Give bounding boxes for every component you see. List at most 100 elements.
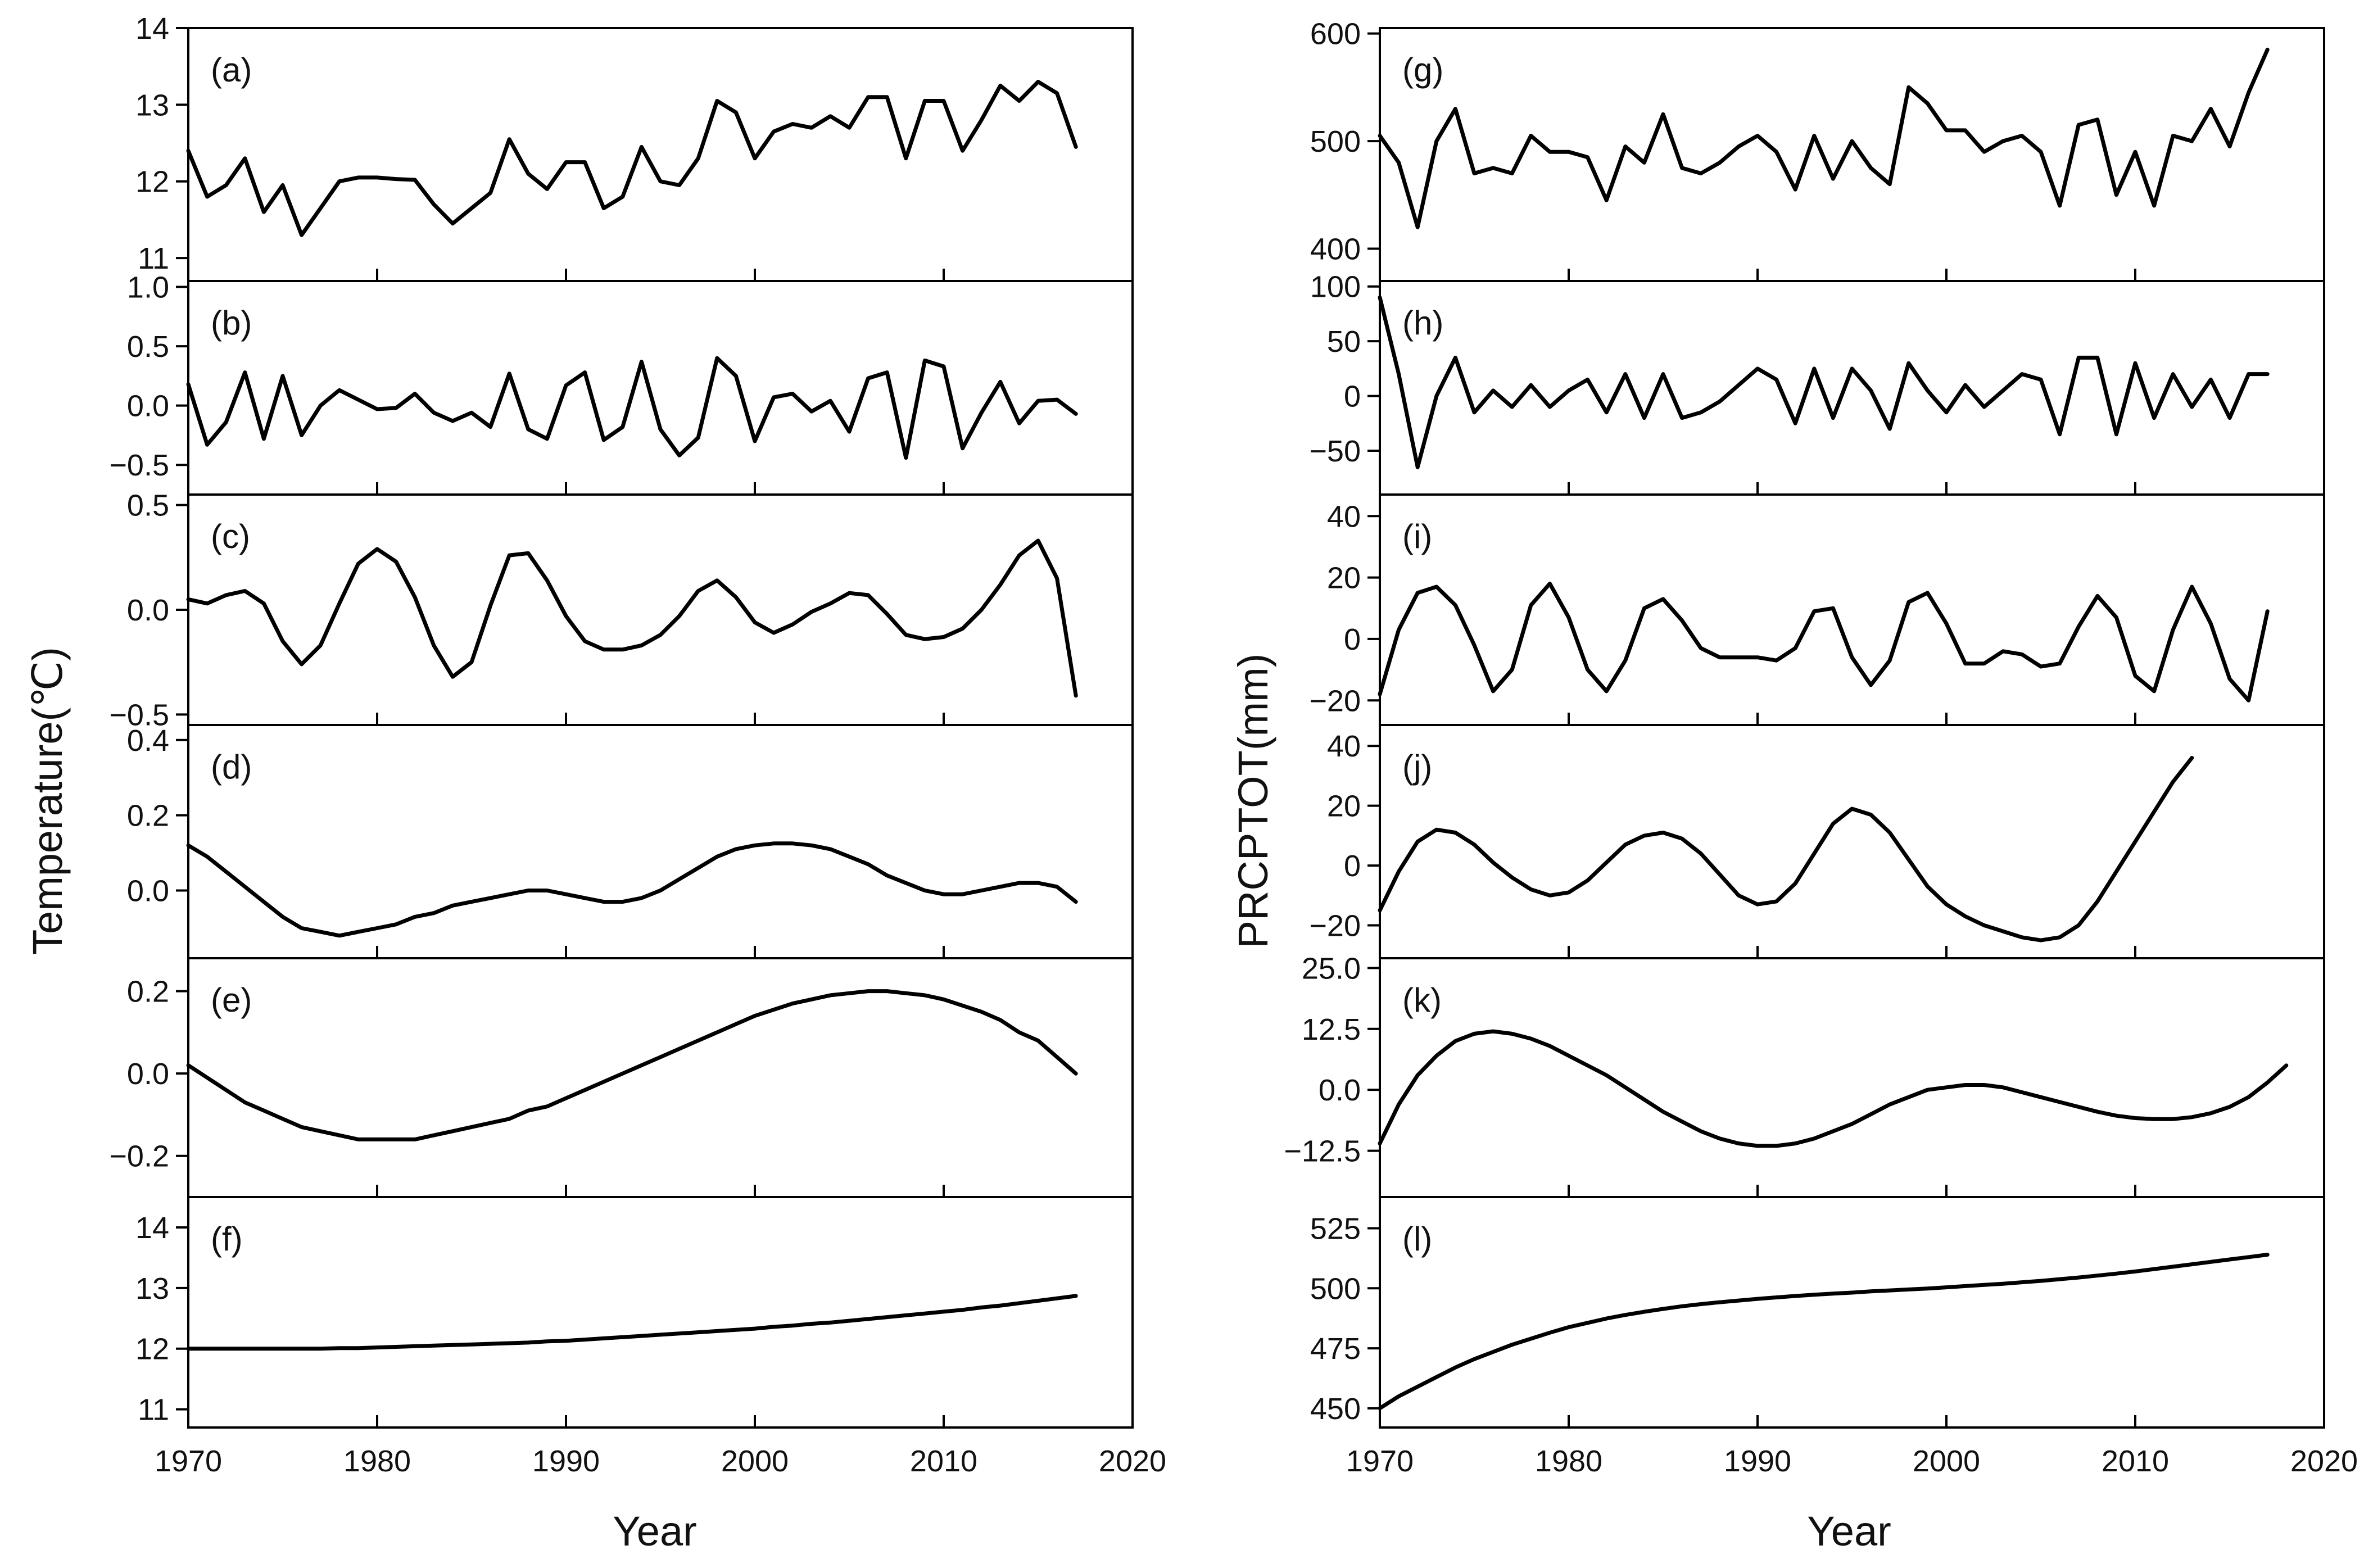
panel-i-ytick-label: 0 (1344, 623, 1361, 656)
panel-f-frame (188, 1197, 1133, 1427)
x-tick-label: 2020 (2290, 1444, 2358, 1478)
panel-c: −0.5 0.0 0.5 (c) (109, 489, 1133, 732)
panel-g-series-line (1380, 49, 2267, 227)
panel-l-series-line (1380, 1255, 2267, 1408)
panel-g-tag: (g) (1402, 51, 1443, 89)
panel-k-ytick-label: −12.5 (1284, 1135, 1361, 1168)
panel-f: 11 12 13 14 1970 1980 1990 2000 2010 2020 (f) (135, 1197, 1166, 1478)
panel-i-ytick-label: −20 (1309, 684, 1361, 718)
panel-b-series-line (188, 358, 1076, 457)
panel-h: −50 0 50 100 (h) (1309, 270, 2324, 495)
panel-l: 450 475 500 525 1970 1980 1990 2000 2010 2020 (l) (1310, 1197, 2358, 1478)
panel-c-tag: (c) (211, 518, 250, 555)
panel-f-ytick-label: 11 (138, 1393, 169, 1427)
panel-l-tag: (l) (1402, 1220, 1432, 1258)
panel-l-frame (1380, 1197, 2324, 1427)
x-tick-label: 1980 (1535, 1444, 1602, 1478)
panel-h-series-line (1380, 297, 2267, 467)
panel-k-ytick-label: 0.0 (1319, 1073, 1361, 1107)
panel-k-series-line (1380, 1031, 2286, 1146)
panel-f-ytick-label: 14 (135, 1211, 169, 1245)
panel-a-series-line (188, 82, 1076, 235)
panel-g-ytick-label: 400 (1310, 233, 1361, 266)
x-tick-label: 2000 (721, 1444, 789, 1478)
left-y-axis-title: Temperature(℃) (24, 647, 71, 955)
panel-c-ytick-label: 0.5 (127, 489, 169, 523)
panel-d-tag: (d) (211, 748, 252, 786)
panel-a-ytick-label: 14 (135, 12, 169, 46)
panel-h-ytick-label: 100 (1310, 270, 1361, 304)
panel-h-ytick-label: 50 (1327, 325, 1361, 359)
panel-a: 11 12 13 14 (a) (135, 12, 1133, 281)
panel-d-frame (188, 725, 1133, 958)
panel-l-ytick-label: 525 (1310, 1212, 1361, 1246)
panel-l-ytick-label: 500 (1310, 1272, 1361, 1306)
panel-d-series-line (188, 844, 1076, 936)
panel-c-ytick-label: 0.0 (127, 593, 169, 627)
panel-e-ytick-label: 0.2 (127, 975, 169, 1009)
panel-e-ytick-label: −0.2 (109, 1140, 169, 1173)
panel-a-ytick-label: 12 (135, 165, 169, 199)
left-x-axis-title: Year (613, 1508, 697, 1555)
panel-i: −20 0 20 40 (i) (1309, 495, 2324, 725)
x-tick-label: 1990 (1724, 1444, 1791, 1478)
panel-f-tag: (f) (211, 1220, 243, 1258)
panel-f-ytick-label: 13 (135, 1272, 169, 1306)
x-tick-label: 1980 (343, 1444, 411, 1478)
panel-a-ytick-label: 13 (135, 88, 169, 122)
panel-a-tag: (a) (211, 51, 252, 89)
panel-d-ytick-label: 0.2 (127, 799, 169, 833)
panel-j-tag: (j) (1402, 748, 1432, 786)
panel-e: −0.2 0.0 0.2 (e) (109, 958, 1133, 1197)
panel-b-ytick-label: −0.5 (109, 448, 169, 482)
panel-b-ytick-label: 1.0 (127, 271, 169, 305)
panel-e-ytick-label: 0.0 (127, 1057, 169, 1091)
x-tick-label: 1970 (1346, 1444, 1414, 1478)
panel-g: 400 500 600 (g) (1310, 17, 2324, 281)
panel-b-frame (188, 281, 1133, 495)
x-tick-label: 2010 (910, 1444, 977, 1478)
panel-d-ytick-label: 0.0 (127, 874, 169, 908)
panel-i-tag: (i) (1402, 518, 1432, 555)
panel-d-ytick-label: 0.4 (127, 724, 169, 758)
panel-j-frame (1380, 725, 2324, 958)
figure-canvas: 11121314(a)−0.50.00.51.0(b)−0.50.00.5(c)… (0, 0, 2373, 1568)
panel-j-ytick-label: 20 (1327, 790, 1361, 823)
right-x-axis-title: Year (1807, 1508, 1891, 1555)
x-tick-label: 2000 (1913, 1444, 1980, 1478)
panel-f-ytick-label: 12 (135, 1333, 169, 1366)
x-tick-label: 2020 (1099, 1444, 1166, 1478)
panel-k-tag: (k) (1402, 981, 1442, 1019)
panel-k-ytick-label: 12.5 (1302, 1013, 1361, 1046)
panel-f-series-line (188, 1296, 1076, 1349)
right-column: 400 500 600 (g) −50 0 50 100 (h) −20 0 20 40 (i) −20 0 2… (1284, 17, 2358, 1478)
right-y-axis-title: PRCPTOT(mm) (1230, 654, 1276, 949)
panel-h-ytick-label: 0 (1344, 380, 1361, 414)
panel-k: −12.5 0.0 12.5 25.0 (k) (1284, 951, 2324, 1197)
panel-d: 0.0 0.2 0.4 (d) (127, 724, 1133, 958)
panel-c-frame (188, 495, 1133, 725)
panel-g-ytick-label: 600 (1310, 17, 1361, 51)
panel-h-ytick-label: −50 (1309, 434, 1361, 468)
panel-b-ytick-label: 0.5 (127, 330, 169, 364)
panel-i-ytick-label: 40 (1327, 500, 1361, 533)
panel-j-ytick-label: 40 (1327, 729, 1361, 763)
panel-j: −20 0 20 40 (j) (1309, 725, 2324, 958)
panel-b-tag: (b) (211, 304, 252, 342)
panel-b-ytick-label: 0.0 (127, 389, 169, 423)
panel-a-frame (188, 28, 1133, 281)
panel-e-frame (188, 958, 1133, 1197)
panel-h-tag: (h) (1402, 304, 1443, 342)
x-tick-label: 2010 (2102, 1444, 2169, 1478)
panel-l-ytick-label: 450 (1310, 1392, 1361, 1426)
panel-j-series-line (1380, 758, 2192, 941)
panel-g-ytick-label: 500 (1310, 125, 1361, 158)
panel-j-ytick-label: −20 (1309, 909, 1361, 942)
panel-k-ytick-label: 25.0 (1302, 951, 1361, 985)
panel-l-ytick-label: 475 (1310, 1332, 1361, 1366)
panel-i-series-line (1380, 584, 2267, 701)
x-tick-label: 1970 (155, 1444, 222, 1478)
left-column: 11 12 13 14 (a) −0.5 0.0 0.5 1.0 (b) −0.5 0.0 0.5 (c)… (109, 12, 1166, 1478)
panel-i-ytick-label: 20 (1327, 561, 1361, 595)
panel-c-series-line (188, 541, 1076, 696)
